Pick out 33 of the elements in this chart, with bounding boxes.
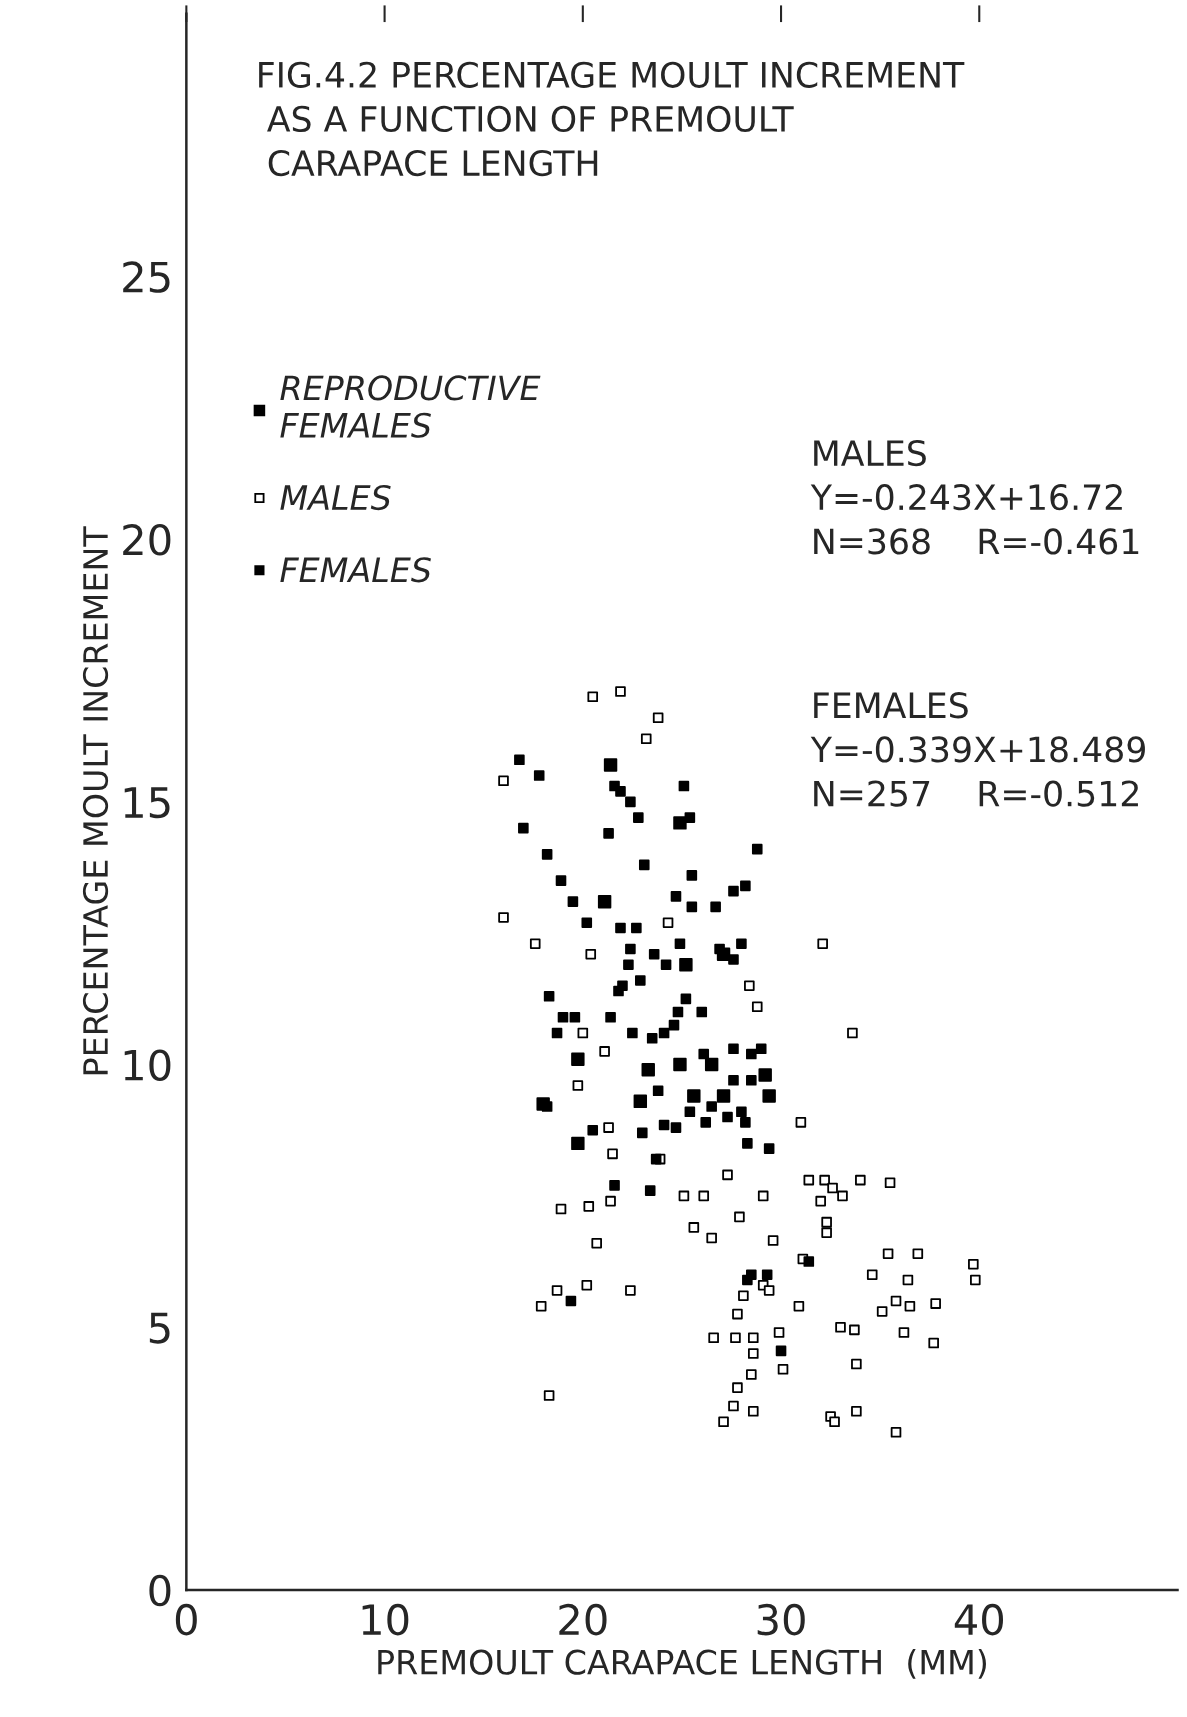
x-tick-label: 20 [559, 1603, 607, 1636]
annotation: FEMALES Y=-0.339X+18.489 N=257 R=-0.512 [810, 692, 1145, 807]
legend-label: REPRODUCTIVE FEMALES [280, 375, 541, 438]
x-tick-label: 40 [954, 1603, 1004, 1636]
x-axis-title: PREMOULT CARAPACE LENGTH (MM) [378, 1649, 986, 1679]
point [687, 1089, 701, 1103]
x-tick-label: 0 [175, 1603, 197, 1636]
point [704, 1057, 719, 1072]
point [633, 1094, 648, 1109]
point [762, 1089, 776, 1103]
legend-label: FEMALES [280, 557, 431, 583]
y-tick-label: 25 [123, 261, 170, 293]
y-tick-label: 5 [149, 1312, 170, 1344]
point [571, 1136, 585, 1151]
point [679, 957, 693, 972]
point [597, 894, 612, 909]
point [571, 1052, 585, 1067]
y-axis-title: PERCENTAGE MOULT INCREMENT [82, 526, 109, 1075]
y-tick-label: 10 [124, 1049, 171, 1081]
legend-label: MALES [280, 484, 391, 511]
point [603, 758, 618, 772]
y-tick-label: 0 [149, 1574, 171, 1607]
x-tick-label: 10 [362, 1603, 409, 1636]
point [673, 1057, 687, 1072]
text: FIG.4.2 PERCENTAGE MOULT INCREMENT AS A FUNCTION OF PREMOULT CARAPACE LENGTH [259, 61, 965, 177]
y-tick-label: 20 [123, 524, 171, 556]
y-tick-label: 15 [124, 787, 170, 819]
point [716, 1089, 731, 1103]
point [758, 1068, 772, 1082]
x-tick-label: 30 [757, 1603, 805, 1636]
point [673, 816, 687, 830]
annotation: MALES Y=-0.243X+16.72 N=368 R=-0.461 [810, 439, 1139, 555]
point [641, 1063, 655, 1077]
